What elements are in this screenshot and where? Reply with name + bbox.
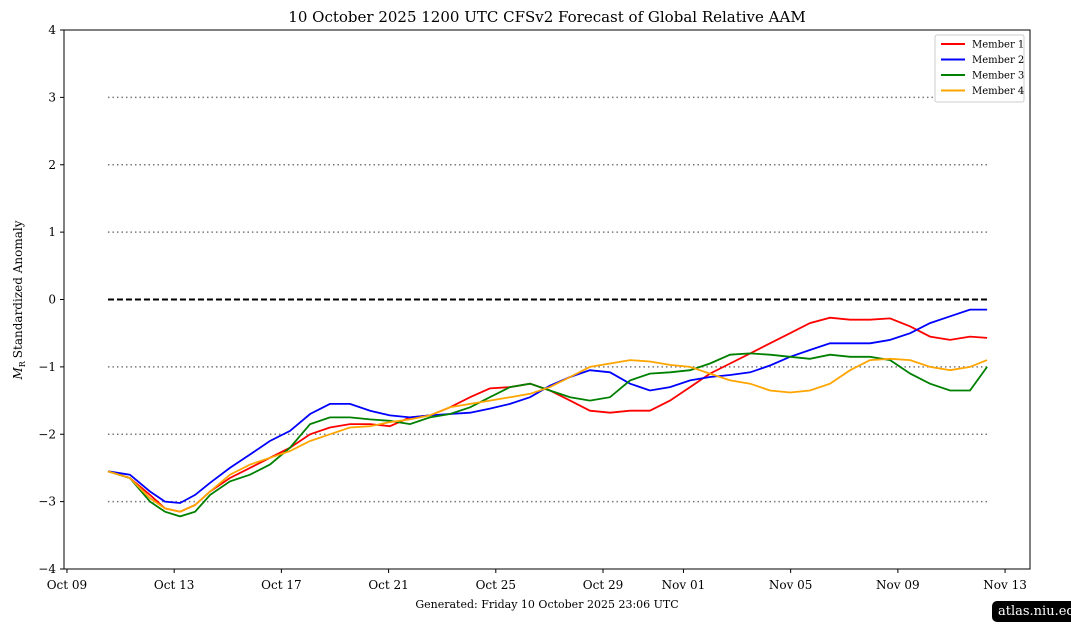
x-tick-label: Oct 25	[476, 578, 516, 592]
y-tick-label: −1	[38, 360, 56, 374]
legend-label-member-2: Member 2	[972, 55, 1024, 66]
legend-label-member-1: Member 1	[972, 40, 1024, 51]
series-line-member-2	[107, 308, 988, 504]
y-tick-label: −2	[38, 427, 56, 441]
legend: Member 1 Member 2 Member 3 Member 4	[934, 34, 1025, 103]
y-axis-text: Standardized Anomaly	[11, 220, 25, 358]
x-tick-label: Oct 09	[47, 578, 87, 592]
series-line-member-4	[107, 357, 988, 513]
x-tick-label: Nov 09	[876, 578, 920, 592]
series-line-member-3	[107, 352, 988, 518]
y-tick-label: −4	[38, 562, 56, 576]
x-tick-label: Oct 17	[261, 578, 301, 592]
series-line-member-1	[107, 316, 988, 513]
chart-title: 10 October 2025 1200 UTC CFSv2 Forecast …	[288, 8, 805, 26]
y-tick-label: 2	[48, 158, 56, 172]
y-tick-label: −3	[38, 495, 56, 509]
x-tick-label: Nov 01	[662, 578, 706, 592]
x-tick-label: Nov 05	[769, 578, 813, 592]
y-axis-label: MR Standardized Anomaly	[11, 220, 27, 380]
y-tick-label: 4	[48, 23, 56, 37]
legend-label-member-4: Member 4	[972, 86, 1024, 97]
legend-label-member-3: Member 3	[972, 71, 1024, 82]
y-tick-label: 3	[48, 90, 56, 104]
x-tick-label: Oct 21	[368, 578, 408, 592]
x-tick-label: Oct 29	[583, 578, 623, 592]
y-axis-subscript: R	[18, 360, 27, 367]
x-tick-label: Nov 13	[983, 578, 1027, 592]
y-tick-label: 1	[48, 225, 56, 239]
y-tick-label: 0	[48, 293, 56, 307]
x-tick-label: Oct 13	[154, 578, 194, 592]
y-axis-symbol: M	[11, 367, 25, 381]
watermark: atlas.niu.edu	[992, 601, 1071, 622]
generated-footer: Generated: Friday 10 October 2025 23:06 …	[415, 598, 678, 611]
